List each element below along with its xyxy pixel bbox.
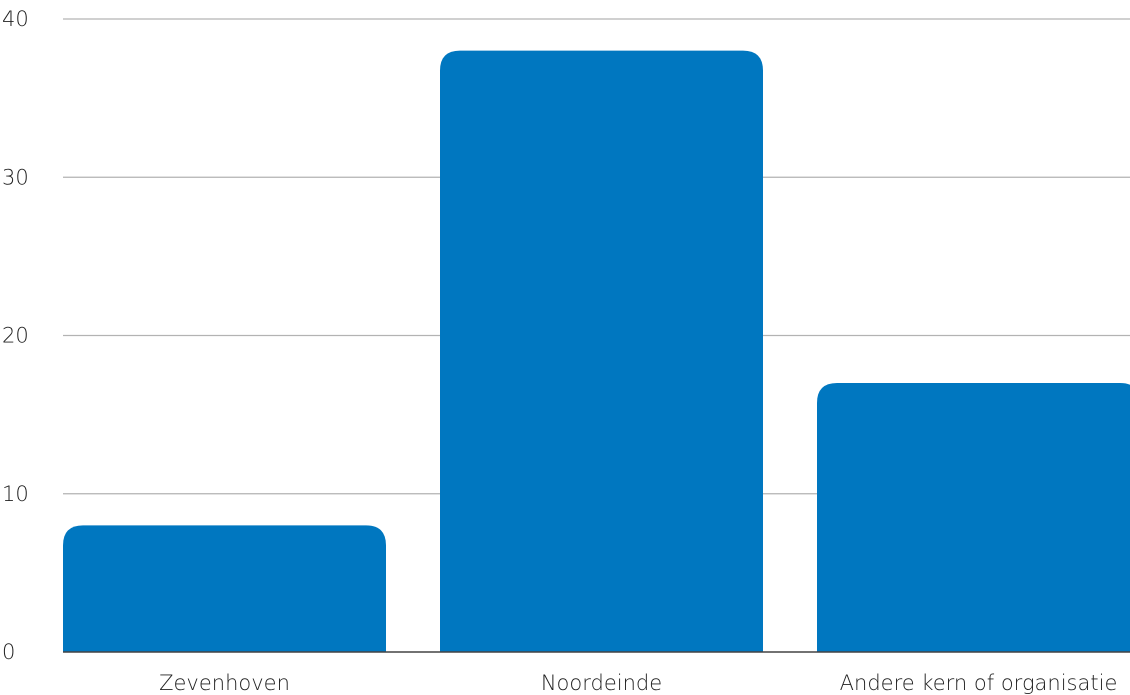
- bar-noordeinde: [440, 51, 763, 652]
- x-axis-labels: Zevenhoven Noordeinde Andere kern of organ…: [159, 671, 1117, 695]
- y-tick-label: 20: [2, 324, 29, 348]
- y-tick-label: 30: [2, 165, 29, 189]
- bar-zevenhoven: [63, 525, 386, 652]
- y-tick-label: 0: [2, 640, 15, 664]
- x-tick-label: Andere kern of organisatie: [840, 671, 1118, 695]
- x-tick-label: Noordeinde: [541, 671, 662, 695]
- bars: [63, 51, 1130, 652]
- y-tick-label: 10: [2, 482, 29, 506]
- bar-andere-kern-of-organisatie: [817, 383, 1130, 652]
- y-axis-ticks: 0 10 20 30 40: [2, 7, 29, 664]
- y-tick-label: 40: [2, 7, 29, 31]
- x-tick-label: Zevenhoven: [159, 671, 290, 695]
